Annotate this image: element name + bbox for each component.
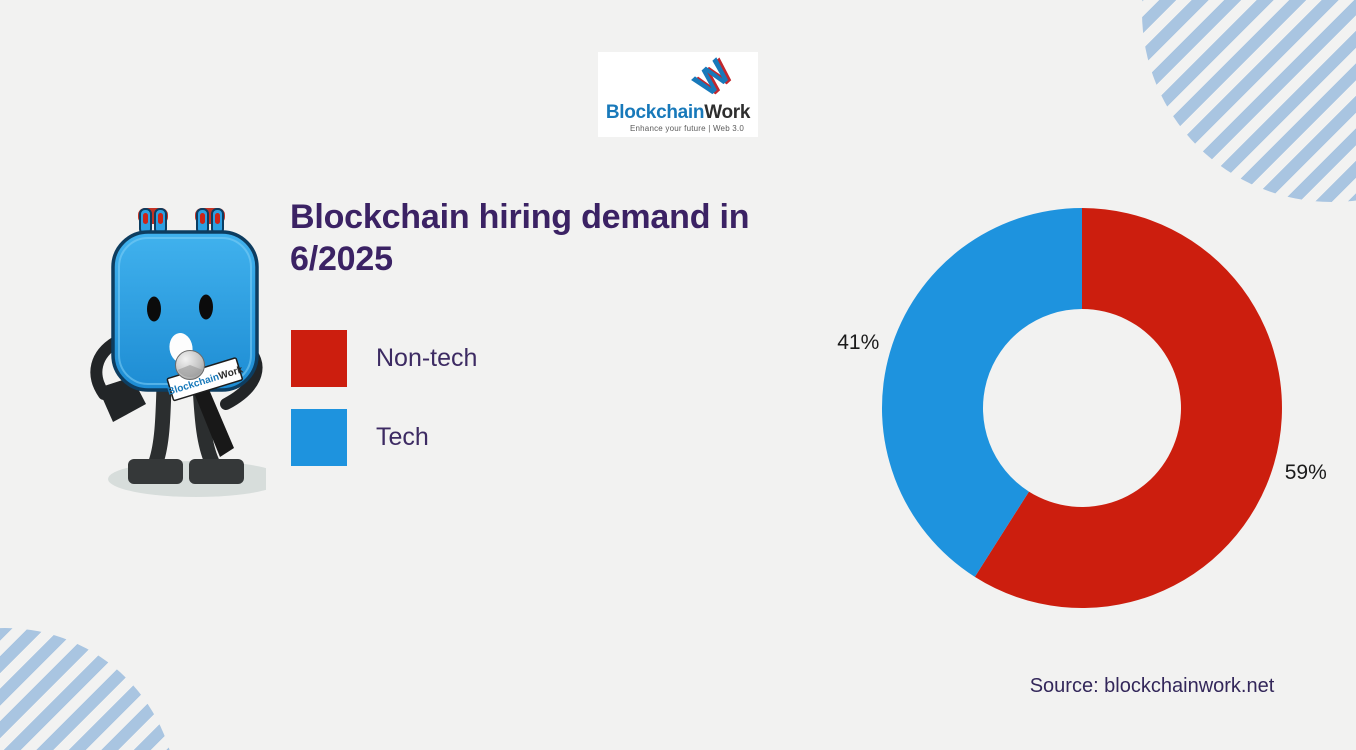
chart-legend: Non-tech Tech <box>291 330 477 466</box>
donut-chart-svg <box>881 208 1282 608</box>
mascot-ear-left <box>138 208 168 235</box>
brand-tagline: Enhance your future | Web 3.0 <box>629 124 744 133</box>
mascot-illustration: BlockchainWork <box>90 208 266 497</box>
mascot-foot-left <box>128 459 183 484</box>
legend-item-tech: Tech <box>291 409 477 466</box>
striped-circle-bottom-left <box>0 628 177 750</box>
data-label-non-tech: 59% <box>1284 461 1327 484</box>
mascot-foot-right <box>189 459 244 484</box>
legend-swatch-non-tech <box>291 330 347 387</box>
donut-slice-tech <box>881 208 1082 577</box>
striped-circle-top-right <box>1142 0 1356 202</box>
data-label-tech: 41% <box>837 330 880 354</box>
brand-wordmark-blockchain: Blockchain <box>605 102 705 123</box>
mascot-leg-left <box>148 378 172 470</box>
donut-chart: 59% 41% <box>837 208 1327 608</box>
mascot-eye-left <box>147 296 161 322</box>
legend-label-tech: Tech <box>376 423 429 451</box>
source-attribution: Source: blockchainwork.net <box>1029 675 1275 697</box>
mark-letter: W <box>686 52 739 104</box>
legend-item-non-tech: Non-tech <box>291 330 477 387</box>
legend-label-non-tech: Non-tech <box>376 344 478 372</box>
mascot-ear-right <box>195 208 225 235</box>
legend-swatch-tech <box>291 409 347 466</box>
mascot-eye-right <box>199 294 213 320</box>
brand-logo-card: W W BlockchainWork Enhance your future |… <box>598 52 758 137</box>
blockchainwork-mark-icon: W W <box>686 52 742 105</box>
donut-slice-non-tech <box>974 208 1282 608</box>
brand-wordmark-work: Work <box>704 102 751 123</box>
page-title: Blockchain hiring demand in 6/2025 <box>290 198 750 279</box>
brand-wordmark: BlockchainWork <box>598 102 758 124</box>
mascot-mic-head-shade <box>177 365 203 378</box>
